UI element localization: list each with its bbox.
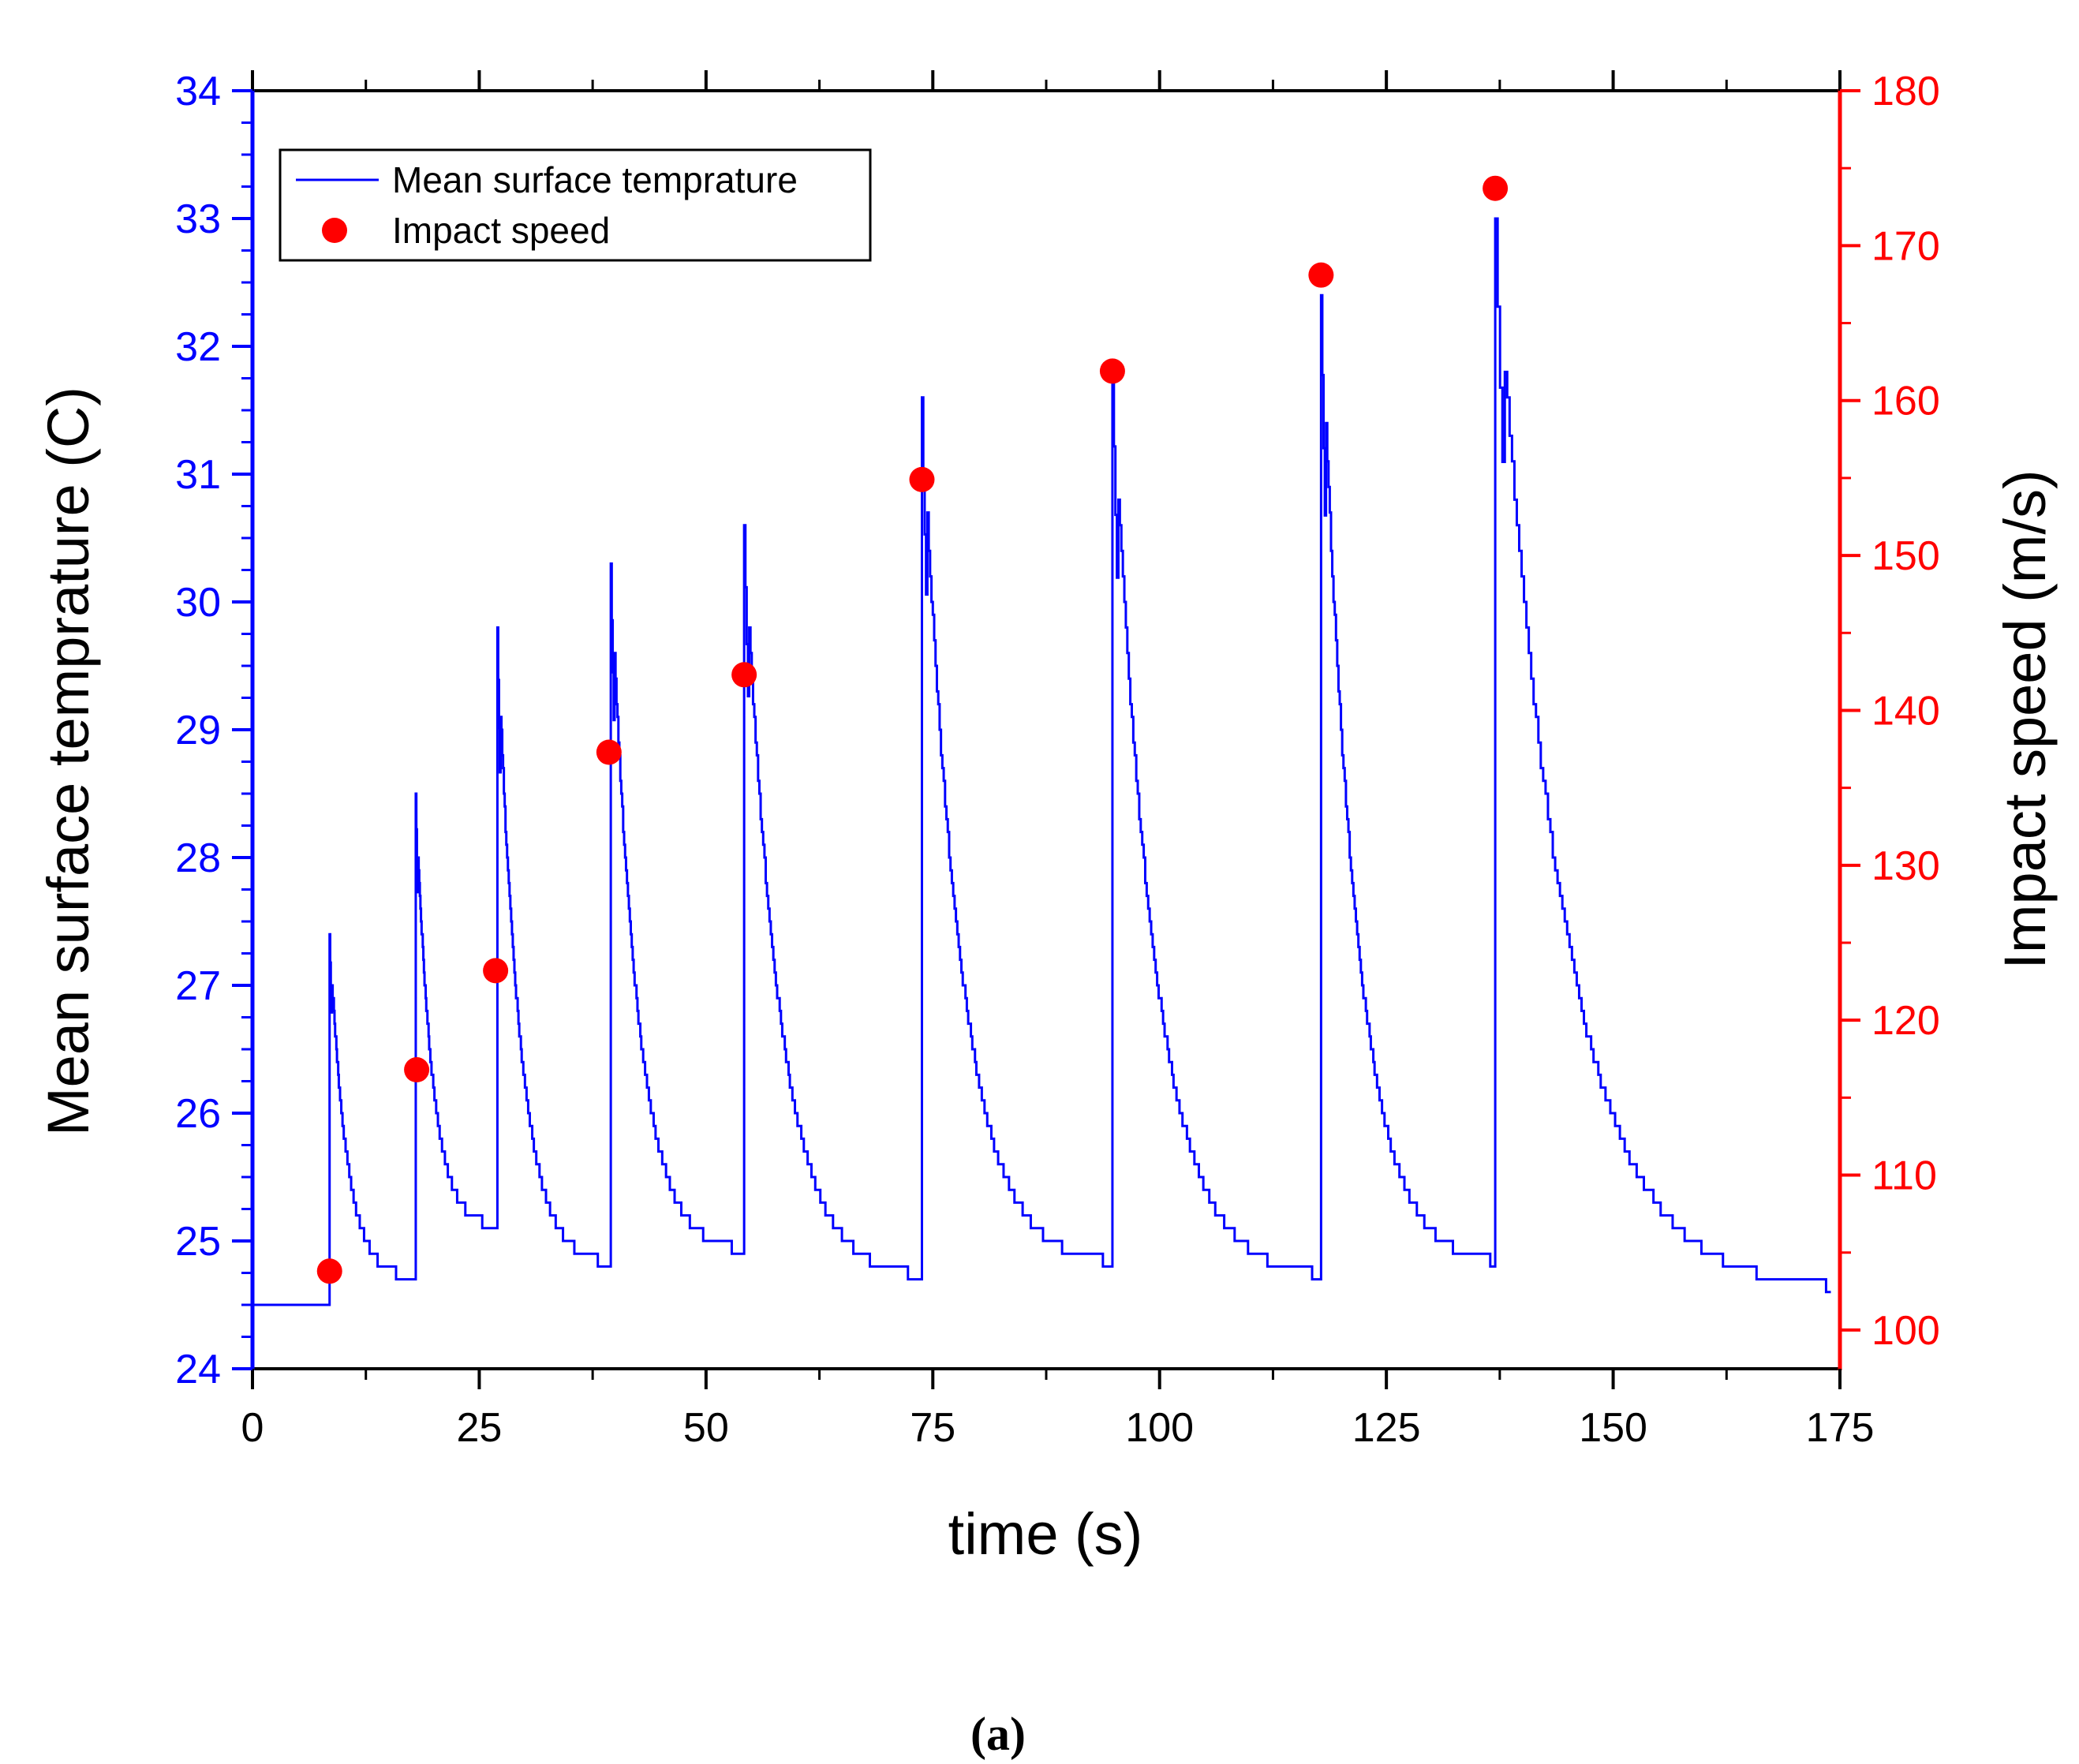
y-right-tick-label-7: 170 (1871, 223, 1940, 269)
legend: Mean surface temprature Impact speed (279, 148, 872, 262)
legend-label-temperature: Mean surface temprature (392, 159, 798, 200)
y-right-tick-label-2: 120 (1871, 998, 1940, 1044)
y-left-tick-label-4: 28 (175, 835, 221, 881)
x-tick-label-0: 0 (241, 1405, 264, 1451)
y-right-tick-label-3: 130 (1871, 843, 1940, 889)
x-tick-label-2: 50 (683, 1405, 729, 1451)
x-tick-label-5: 125 (1352, 1405, 1421, 1451)
temperature-line (252, 217, 1831, 1306)
speed-point-2 (483, 958, 509, 984)
y-right-tick-label-4: 140 (1871, 688, 1940, 734)
y-left-tick-label-9: 33 (175, 196, 221, 242)
speed-point-3 (596, 739, 622, 765)
y-right-tick-label-1: 110 (1871, 1153, 1937, 1199)
speed-point-5 (909, 466, 935, 492)
y-left-tick-label-6: 30 (175, 580, 221, 626)
y-right-tick-label-5: 150 (1871, 533, 1940, 579)
y-left-tick-label-1: 25 (175, 1219, 221, 1265)
y-left-tick-label-3: 27 (175, 963, 221, 1009)
x-tick-label-6: 150 (1579, 1405, 1647, 1451)
legend-label-speed: Impact speed (392, 210, 610, 251)
x-tick-label-3: 75 (910, 1405, 955, 1451)
x-tick-label-4: 100 (1125, 1405, 1194, 1451)
plot-series (252, 175, 1831, 1306)
y-left-tick-label-7: 31 (175, 452, 221, 498)
speed-point-6 (1099, 358, 1125, 384)
speed-point-8 (1483, 175, 1509, 201)
y-left-tick-label-10: 34 (175, 69, 221, 114)
y-left-tick-label-0: 24 (175, 1347, 221, 1392)
y-left-tick-label-5: 29 (175, 708, 221, 753)
legend-box (279, 148, 872, 262)
figure-caption: (a) (970, 1708, 1026, 1760)
y-left-tick-label-8: 32 (175, 324, 221, 370)
y-right-tick-label-0: 100 (1871, 1308, 1940, 1354)
legend-dot-speed (322, 218, 347, 243)
y-axis-right-title: Impact speed (m/s) (1992, 469, 2058, 969)
speed-point-7 (1308, 262, 1334, 288)
speed-point-4 (731, 662, 757, 688)
x-axis-title: time (s) (948, 1501, 1143, 1567)
speed-point-0 (316, 1258, 342, 1284)
y-left-tick-label-2: 26 (175, 1091, 221, 1137)
y-axis-left-title: Mean surface temprature (C) (36, 387, 101, 1136)
axes: 0 25 50 75 100 125 150 175 24 25 26 27 28 29 30 31 32 33 3… (175, 69, 1940, 1451)
y-right-tick-label-6: 160 (1871, 379, 1940, 424)
y-right-tick-label-8: 180 (1871, 69, 1940, 114)
x-tick-label-7: 175 (1806, 1405, 1875, 1451)
x-tick-label-1: 25 (457, 1405, 503, 1451)
speed-point-1 (404, 1057, 430, 1083)
